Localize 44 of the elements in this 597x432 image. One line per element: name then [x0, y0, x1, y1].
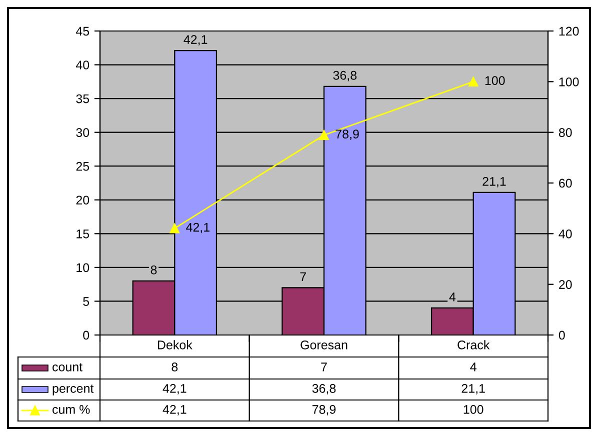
legend-label: percent [52, 384, 94, 396]
y2-tick-label: 0 [558, 330, 565, 340]
data-label: 100 [464, 405, 484, 414]
y-tick-label: 45 [76, 26, 90, 36]
text: 78,9 [336, 130, 359, 140]
legend-label: cum % [52, 405, 90, 414]
y-tick-label: 35 [76, 94, 90, 104]
data-label: 4 [470, 362, 476, 372]
text: 8 [150, 265, 157, 274]
x-tick-label: Goresan [300, 340, 348, 350]
y2-tick-label: 20 [559, 280, 572, 289]
y2-tick-label: 100 [559, 77, 579, 86]
y-tick-label: 40 [76, 60, 90, 70]
y-tick-label: 0 [83, 330, 90, 340]
point [468, 76, 478, 87]
legend-label: count [52, 363, 82, 372]
text: 36,8 [333, 70, 357, 82]
y-tick-label: 30 [76, 128, 90, 137]
data-label: 42,1 [162, 384, 186, 394]
y2-tick-label: 80 [558, 128, 572, 137]
point [170, 223, 180, 234]
point [319, 130, 329, 140]
y2-tick-label: 120 [559, 26, 579, 36]
text: 7 [300, 272, 306, 281]
text: 42,1 [184, 35, 208, 46]
text: 4 [449, 292, 456, 302]
y2-tick-label: 40 [558, 229, 572, 238]
y-tick-label: 20 [76, 196, 90, 205]
data-label: 21,1 [462, 384, 485, 394]
y-tick-label: 10 [76, 263, 90, 272]
data-label: 7 [321, 362, 327, 372]
text: 100 [485, 76, 505, 86]
y-tick-label: 25 [76, 162, 90, 171]
y-tick-label: 5 [83, 297, 90, 306]
text: 42,1 [186, 222, 210, 234]
x-tick-label: Dekok [158, 340, 192, 350]
text: 21,1 [482, 176, 506, 188]
y-tick-label: 15 [76, 230, 90, 238]
data-label: 8 [172, 362, 178, 372]
data-label: 78,9 [312, 405, 336, 416]
y2-tick-label: 60 [559, 178, 572, 188]
data-label: 42,1 [162, 405, 186, 416]
x-tick-label: Crack [458, 340, 490, 350]
data-label: 36,8 [312, 384, 336, 394]
